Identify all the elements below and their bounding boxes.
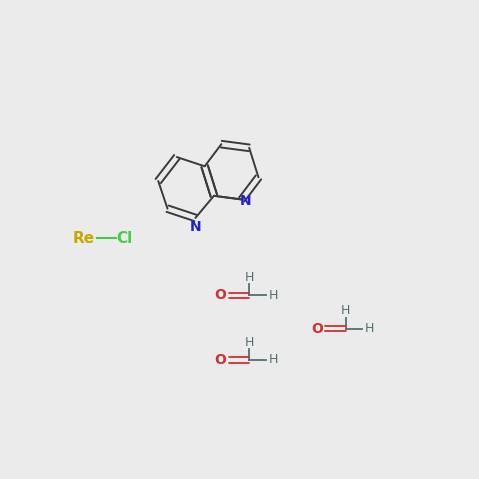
Text: O: O [311, 321, 323, 336]
Text: H: H [244, 271, 254, 284]
Text: H: H [244, 336, 254, 349]
Text: O: O [215, 288, 227, 302]
Text: H: H [365, 322, 375, 335]
Text: Re: Re [73, 231, 95, 246]
Text: N: N [190, 220, 201, 234]
Text: H: H [341, 304, 351, 318]
Text: Cl: Cl [117, 231, 133, 246]
Text: N: N [240, 194, 251, 208]
Text: O: O [215, 353, 227, 367]
Text: H: H [269, 289, 278, 302]
Text: H: H [269, 354, 278, 366]
